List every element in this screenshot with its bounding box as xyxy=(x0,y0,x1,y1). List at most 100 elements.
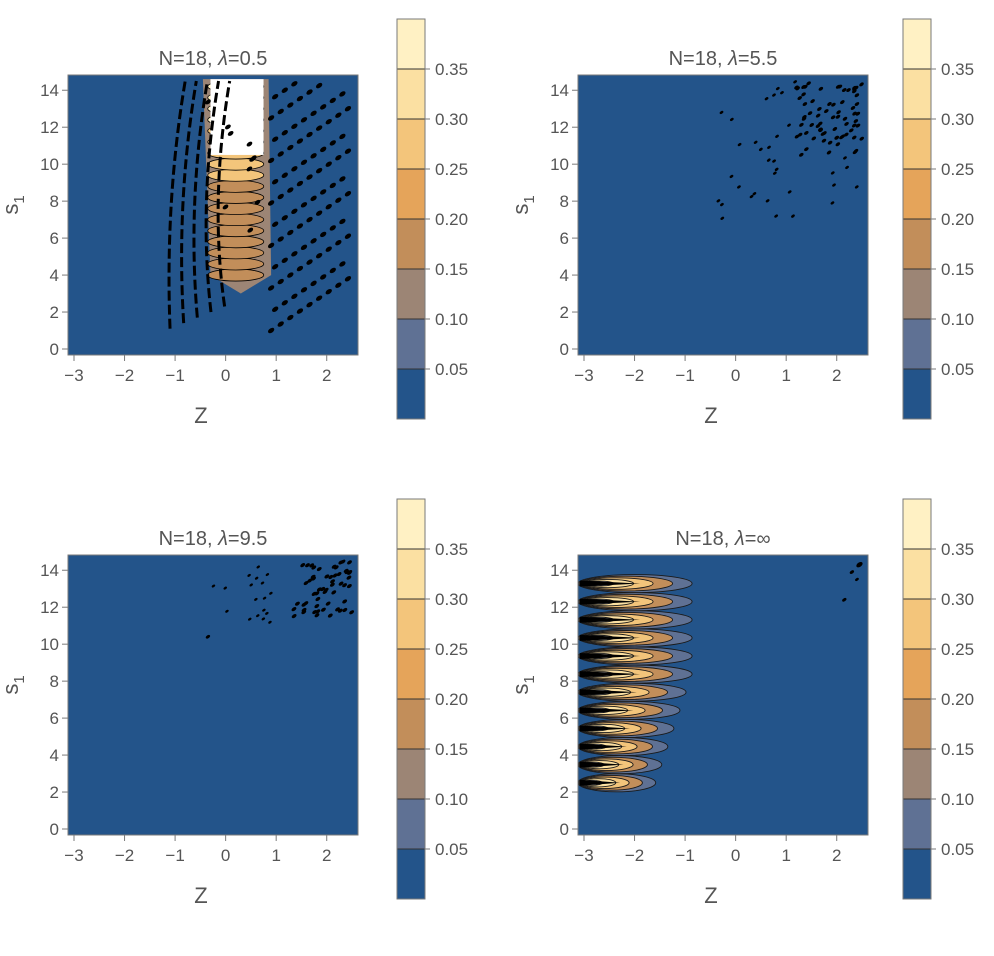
colorbar: 0.05 0.10 0.15 0.20 0.25 0.30 0.35 xyxy=(396,18,468,420)
contour-streak xyxy=(287,229,294,236)
title-symbol: λ xyxy=(217,528,228,550)
contour-streak xyxy=(272,264,279,270)
colorbar-label: 0.25 xyxy=(941,160,974,179)
contour-streak xyxy=(339,261,346,267)
contour-dot xyxy=(859,136,865,141)
title-symbol: λ xyxy=(217,48,228,70)
title-suffix: =5.5 xyxy=(738,48,777,70)
contour-dot xyxy=(835,114,841,119)
contour-dot xyxy=(840,100,845,105)
contour-streak xyxy=(315,210,323,216)
contour-dot xyxy=(818,127,823,132)
contour-streak xyxy=(281,172,288,178)
contour-dot xyxy=(827,102,832,106)
contour-dot xyxy=(205,99,211,105)
y-tick-label: 8 xyxy=(50,672,59,691)
contour-dot xyxy=(332,573,338,578)
colorbar-band xyxy=(903,19,931,69)
contour-dot xyxy=(834,135,840,140)
contour-dot xyxy=(801,85,806,89)
contour-streak xyxy=(281,215,288,221)
contour-dot xyxy=(256,565,260,569)
contour-streak xyxy=(291,81,298,87)
contour-dot xyxy=(827,140,833,145)
y-label-sub: 1 xyxy=(521,195,538,203)
contour-dot xyxy=(347,560,352,565)
contour-streak xyxy=(267,327,275,334)
y-label-base: s xyxy=(0,684,23,695)
x-tick-label: −2 xyxy=(625,366,644,385)
contour-streak xyxy=(335,282,342,288)
contour-dot xyxy=(294,601,300,606)
contour-dot xyxy=(791,214,795,218)
contour-dot xyxy=(329,582,335,587)
contour-dot xyxy=(775,134,779,138)
contour-streak xyxy=(267,115,275,121)
contour-streak xyxy=(339,176,346,182)
contour-dot xyxy=(774,167,779,171)
contour-streak xyxy=(267,242,275,249)
contour-dot xyxy=(254,576,259,580)
contour-dot xyxy=(314,613,320,618)
colorbar-band xyxy=(903,69,931,119)
chart-title: N=18, λ=∞ xyxy=(675,528,770,550)
y-tick-label: 14 xyxy=(40,561,59,580)
y-tick-label: 4 xyxy=(560,266,569,285)
contour-streak xyxy=(315,167,323,174)
y-tick-label: 14 xyxy=(550,81,569,100)
contour-spike xyxy=(580,580,641,587)
contour-dot xyxy=(340,559,346,564)
colorbar-band xyxy=(397,369,425,419)
contour-dot xyxy=(795,86,800,91)
contour-dot xyxy=(301,602,307,607)
contour-dot xyxy=(729,117,734,122)
y-tick-label: 6 xyxy=(50,229,59,248)
colorbar-label: 0.35 xyxy=(941,540,974,559)
colorbar-label: 0.05 xyxy=(941,360,974,379)
contour-dot xyxy=(853,119,859,124)
contour-dot xyxy=(342,599,348,604)
colorbar-label: 0.05 xyxy=(941,840,974,859)
contour-dot xyxy=(331,590,337,595)
contour-streak xyxy=(267,157,275,164)
colorbar: 0.05 0.10 0.15 0.20 0.25 0.30 0.35 xyxy=(396,498,468,900)
y-tick-label: 6 xyxy=(560,709,569,728)
contour-dot xyxy=(311,591,317,596)
contour-dot xyxy=(787,123,791,127)
colorbar-label: 0.30 xyxy=(435,110,468,129)
contour-streak xyxy=(291,251,298,257)
contour-dot xyxy=(780,91,784,95)
y-tick-label: 0 xyxy=(560,820,569,839)
contour-dot xyxy=(844,121,849,126)
contour-streak xyxy=(325,118,332,125)
contour-streak xyxy=(325,203,332,210)
contour-streak xyxy=(310,153,317,159)
contour-layer xyxy=(167,79,352,334)
contour-dot xyxy=(772,171,777,175)
y-tick-label: 12 xyxy=(550,598,569,617)
contour-dot xyxy=(818,86,824,91)
contour-lobe xyxy=(207,224,265,238)
contour-dot xyxy=(765,199,770,203)
contour-streak xyxy=(320,189,327,195)
colorbar-band xyxy=(903,319,931,369)
contour-dot xyxy=(268,620,272,624)
contour-dot xyxy=(269,591,273,595)
contour-streak xyxy=(320,104,327,110)
x-tick-label: 2 xyxy=(832,366,841,385)
contour-spike xyxy=(580,616,641,623)
contour-dot xyxy=(720,203,724,207)
contour-dot xyxy=(815,113,821,118)
y-tick-label: 6 xyxy=(50,709,59,728)
x-tick-label: 0 xyxy=(221,846,230,865)
contour-arc xyxy=(204,80,221,313)
contour-streak xyxy=(291,208,298,215)
colorbar-band xyxy=(397,549,425,599)
colorbar-band xyxy=(397,849,425,899)
x-axis-label: Z xyxy=(704,403,717,428)
colorbar-frame xyxy=(396,498,426,900)
contour-dot xyxy=(247,573,251,577)
contour-dot xyxy=(225,124,231,130)
contour-dot xyxy=(830,115,836,120)
y-label-sub: 1 xyxy=(11,195,28,203)
